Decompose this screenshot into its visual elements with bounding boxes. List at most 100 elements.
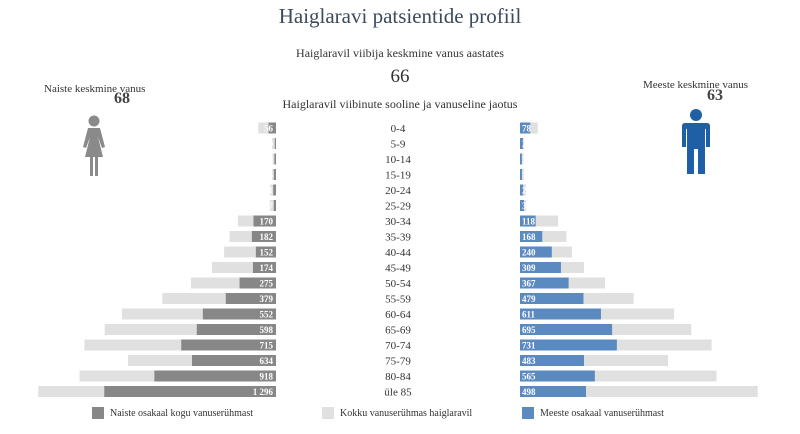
legend-men: Meeste osakaal vanuserühmast — [522, 407, 664, 419]
legend-total-swatch — [322, 407, 334, 419]
men-value-label: 22 — [522, 139, 532, 149]
women-bar — [191, 355, 276, 366]
men-value-label: 695 — [522, 325, 536, 335]
women-value-label: 152 — [260, 248, 274, 258]
women-bar — [273, 169, 276, 180]
legend-women-label: Naiste osakaal kogu vanuserühmast — [110, 407, 254, 419]
men-value-label: 611 — [522, 310, 536, 320]
legend-women-swatch — [92, 407, 104, 419]
total-bar-right — [520, 355, 669, 366]
age-group-label: 75-79 — [385, 356, 411, 368]
women-bar — [252, 262, 276, 273]
age-group-label: 40-44 — [385, 247, 411, 259]
women-bar — [181, 339, 276, 351]
legend-men-swatch — [522, 407, 534, 419]
women-value-label: 182 — [260, 232, 274, 242]
women-bar — [196, 324, 276, 335]
men-bar — [520, 277, 569, 289]
men-bar — [520, 308, 601, 320]
women-bar — [273, 200, 276, 211]
men-value-label: 240 — [522, 248, 536, 258]
age-group-label: 35-39 — [385, 232, 411, 244]
women-bar — [154, 370, 276, 382]
age-group-label: 50-54 — [385, 278, 411, 290]
men-average-value: 63 — [707, 87, 723, 104]
total-bar-right — [520, 370, 717, 382]
men-bar — [520, 200, 524, 211]
total-bar-right — [520, 215, 559, 227]
women-bar — [239, 277, 276, 289]
pyramid-chart: 56 78 0-4 9 22 5-9 12 14 10-14 16 15 15-19 21 24 20-24… — [38, 122, 758, 399]
women-value-label: 634 — [260, 356, 274, 366]
men-bar — [520, 153, 522, 165]
women-bar — [255, 246, 276, 258]
women-bar — [273, 184, 276, 196]
women-bar — [225, 293, 276, 304]
women-bar — [251, 231, 276, 242]
women-value-label: 552 — [260, 310, 274, 320]
men-bar — [520, 184, 524, 196]
total-bar-right — [520, 386, 758, 397]
total-bar-left — [162, 293, 276, 304]
women-value-label: 715 — [260, 341, 274, 351]
men-bar — [520, 262, 561, 273]
men-value-label: 24 — [522, 186, 532, 196]
age-group-label: 15-19 — [385, 170, 411, 182]
legend-men-label: Meeste osakaal vanuserühmast — [540, 407, 664, 419]
age-group-label: 10-14 — [385, 154, 411, 166]
age-group-label: 60-64 — [385, 309, 411, 321]
total-bar-left — [270, 184, 276, 196]
women-value-label: 21 — [264, 186, 274, 196]
men-value-label: 78 — [522, 124, 532, 134]
men-value-label: 168 — [522, 232, 536, 242]
age-group-label: 30-34 — [385, 216, 411, 228]
women-bar — [274, 153, 276, 165]
men-value-label: 30 — [522, 201, 532, 211]
men-bar — [520, 246, 552, 258]
age-group-label: üle 85 — [384, 387, 412, 399]
average-age-value: 66 — [390, 66, 410, 87]
men-value-label: 118 — [522, 217, 536, 227]
men-bar — [520, 386, 586, 397]
men-bar — [520, 293, 584, 304]
men-value-label: 731 — [522, 341, 536, 351]
men-bar — [520, 370, 595, 382]
women-value-label: 170 — [260, 217, 274, 227]
women-value-label: 379 — [260, 294, 274, 304]
women-value-label: 9 — [269, 139, 274, 149]
total-bar-left — [271, 138, 276, 149]
men-bar — [520, 122, 531, 134]
men-bar — [520, 138, 523, 149]
women-value-label: 918 — [260, 372, 274, 382]
men-value-label: 565 — [522, 372, 536, 382]
men-bar — [520, 355, 584, 366]
total-bar-left — [104, 324, 277, 335]
men-bar — [520, 324, 613, 335]
women-bar — [268, 122, 276, 134]
men-bar — [520, 339, 617, 351]
page-title: Haiglaravi patsientide profiil — [278, 4, 522, 28]
men-bar — [520, 169, 522, 180]
women-value-label: 1 296 — [253, 387, 274, 397]
women-value-label: 56 — [264, 124, 274, 134]
legend-total: Kokku vanuserühmas haiglaravil — [322, 407, 472, 419]
women-average-value: 68 — [114, 90, 130, 107]
man-icon — [682, 109, 710, 174]
age-group-label: 80-84 — [385, 371, 411, 383]
age-group-label: 0-4 — [391, 123, 406, 135]
women-bar — [104, 386, 276, 397]
legend-total-label: Kokku vanuserühmas haiglaravil — [340, 407, 473, 419]
age-group-label: 25-29 — [385, 201, 411, 213]
average-age-label: Haiglaravil viibija keskmine vanus aasta… — [296, 46, 504, 60]
total-bar-left — [224, 246, 276, 258]
legend-women: Naiste osakaal kogu vanuserühmast — [92, 407, 253, 419]
women-value-label: 174 — [260, 263, 274, 273]
age-group-label: 5-9 — [391, 139, 406, 151]
men-value-label: 479 — [522, 294, 536, 304]
distribution-title: Haiglaravil viibinute sooline ja vanusel… — [282, 97, 518, 111]
men-value-label: 309 — [522, 263, 536, 273]
total-bar-left — [258, 122, 276, 134]
age-group-label: 55-59 — [385, 294, 411, 306]
total-bar-left — [84, 339, 276, 351]
women-value-label: 16 — [264, 170, 274, 180]
